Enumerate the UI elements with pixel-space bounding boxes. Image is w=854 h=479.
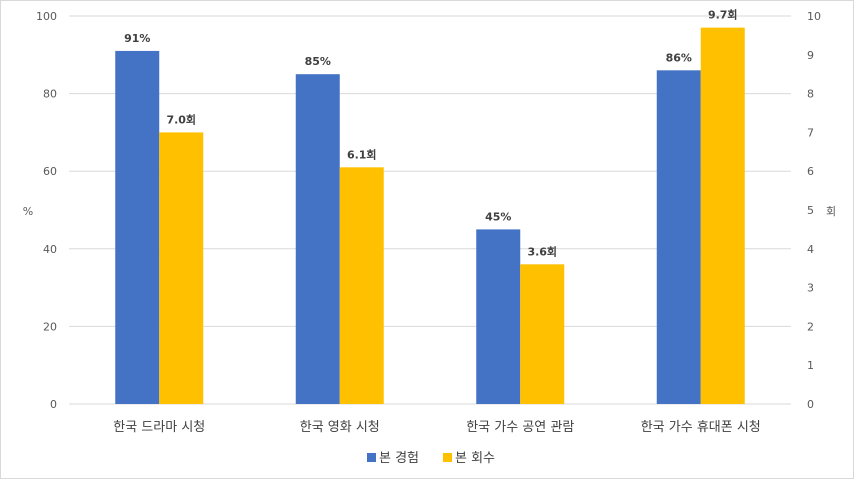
right-tick-label: 6 xyxy=(807,165,814,178)
right-tick-label: 0 xyxy=(807,398,814,411)
right-tick-label: 10 xyxy=(807,10,821,23)
right-tick-label: 3 xyxy=(807,282,814,295)
left-y-axis: 0 20 40 60 80 100 xyxy=(36,10,57,411)
legend-swatch-experience xyxy=(367,453,376,462)
data-label-count: 6.1회 xyxy=(347,147,377,161)
right-tick-label: 9 xyxy=(807,49,814,62)
data-label-experience: 45% xyxy=(485,210,511,223)
left-tick-label: 100 xyxy=(36,10,57,23)
right-tick-label: 2 xyxy=(807,320,814,333)
legend-label-experience: 본 경험 xyxy=(379,451,419,466)
right-tick-label: 8 xyxy=(807,88,814,101)
legend: 본 경험 본 회수 xyxy=(367,451,495,466)
right-tick-label: 5 xyxy=(807,204,814,217)
category-labels: 한국 드라마 시청 한국 영화 시청 한국 가수 공연 관람 한국 가수 휴대폰 시청 xyxy=(113,420,761,435)
bar-experience xyxy=(295,74,340,404)
right-tick-label: 7 xyxy=(807,126,814,139)
data-label-count: 3.6회 xyxy=(527,244,557,258)
right-axis-title: 회 xyxy=(826,205,836,218)
bar-experience xyxy=(476,229,521,404)
data-label-experience: 86% xyxy=(666,51,692,64)
category-label: 한국 드라마 시청 xyxy=(113,420,205,435)
bar-count xyxy=(339,167,384,404)
data-label-experience: 85% xyxy=(305,55,331,68)
bar-experience xyxy=(115,50,160,405)
left-tick-label: 20 xyxy=(43,320,57,333)
data-label-count: 7.0회 xyxy=(166,112,196,126)
bar-count xyxy=(700,27,745,404)
data-labels: 91% 7.0회 85% 6.1회 45% 3.6회 86% 9.7회 xyxy=(124,8,737,259)
left-tick-label: 60 xyxy=(43,165,57,178)
legend-swatch-count xyxy=(443,453,452,462)
data-label-count: 9.7회 xyxy=(708,8,738,22)
bar-count xyxy=(159,132,204,404)
bars xyxy=(115,27,745,405)
bar-experience xyxy=(656,70,701,404)
left-tick-label: 80 xyxy=(43,88,57,101)
legend-label-count: 본 회수 xyxy=(455,451,495,466)
left-tick-label: 40 xyxy=(43,243,57,256)
left-tick-label: 0 xyxy=(50,398,57,411)
left-axis-title: % xyxy=(23,205,33,218)
category-label: 한국 가수 공연 관람 xyxy=(466,420,574,435)
category-label: 한국 가수 휴대폰 시청 xyxy=(641,420,761,435)
right-y-axis: 0 1 2 3 4 5 6 7 8 9 10 xyxy=(807,10,821,411)
right-tick-label: 4 xyxy=(807,243,814,256)
bar-count xyxy=(520,264,565,404)
category-label: 한국 영화 시청 xyxy=(300,420,380,435)
right-tick-label: 1 xyxy=(807,359,814,372)
data-label-experience: 91% xyxy=(124,32,150,45)
